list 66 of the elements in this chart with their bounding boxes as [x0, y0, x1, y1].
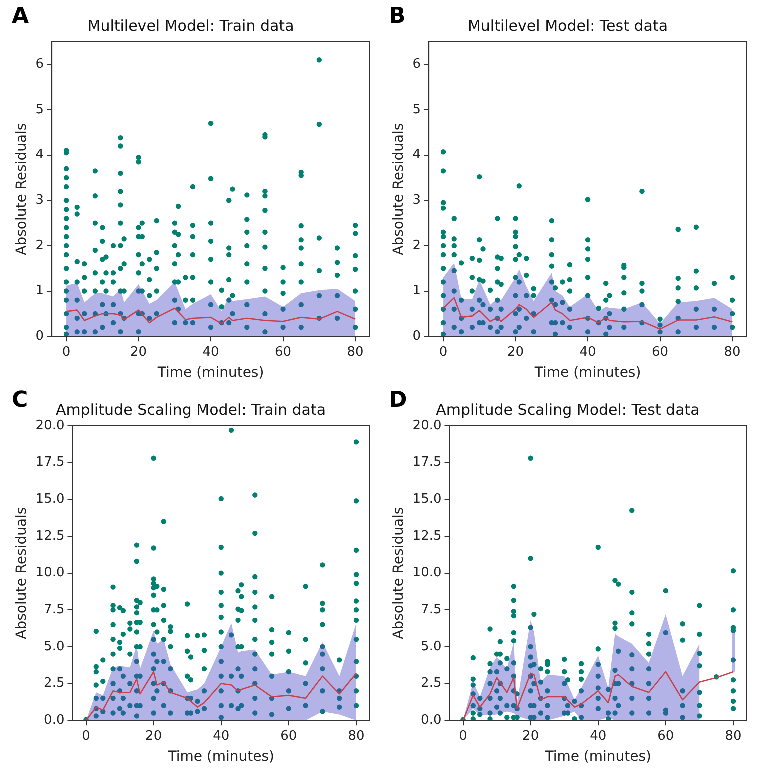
y-tick-label: 6	[36, 57, 44, 72]
chart-title: Amplitude Scaling Model: Train data	[56, 400, 326, 419]
y-tick-label: 5	[412, 102, 422, 118]
y-tick-label: 7.5	[44, 602, 65, 618]
y-tick-label: 0	[36, 328, 44, 344]
y-tick-label: 4	[412, 148, 422, 163]
x-tick-label: 60	[280, 728, 298, 744]
y-tick-label: 2.5	[421, 676, 442, 692]
x-tick-label: 80	[347, 344, 364, 360]
chart-title: Multilevel Model: Test data	[468, 16, 668, 35]
x-axis-title: Time (minutes)	[534, 365, 642, 382]
y-axis-title: Absolute Residuals	[14, 507, 30, 640]
y-axis-title: Absolute Residuals	[14, 123, 30, 256]
text: B	[389, 4, 406, 29]
x-tick-label: 60	[652, 344, 669, 360]
x-tick-label: 40	[202, 344, 220, 360]
y-tick-label: 6	[412, 57, 422, 72]
y-tick-label: 17.5	[36, 455, 65, 470]
x-tick-label: 80	[348, 728, 365, 744]
y-tick-label: 3	[412, 193, 422, 208]
x-axis-title: Time (minutes)	[544, 749, 652, 766]
y-tick-label: 0.0	[44, 712, 65, 728]
y-tick-label: 20.0	[412, 418, 442, 434]
y-tick-label: 15.0	[412, 492, 442, 508]
y-tick-label: 5.0	[44, 639, 65, 654]
x-axis-title: Time (minutes)	[167, 749, 275, 766]
y-tick-label: 2	[412, 238, 422, 254]
y-tick-label: 1	[412, 284, 422, 299]
y-tick-label: 7.5	[421, 602, 442, 618]
x-tick-label: 40	[580, 344, 596, 360]
y-axis-title: Absolute Residuals	[391, 507, 408, 640]
y-tick-label: 0.0	[421, 712, 442, 728]
y-tick-label: 15.0	[36, 492, 65, 508]
y-tick-label: 1	[36, 284, 44, 299]
chart-title: Amplitude Scaling Model: Test data	[436, 400, 700, 419]
x-tick-label: 60	[658, 728, 674, 744]
y-tick-label: 0	[412, 328, 422, 344]
x-tick-label: 20	[522, 728, 540, 744]
y-tick-label: 12.5	[412, 528, 442, 544]
y-tick-label: 10.0	[36, 566, 65, 581]
y-tick-label: 12.5	[36, 528, 65, 544]
x-tick-label: 40	[590, 728, 607, 744]
y-tick-label: 17.5	[412, 455, 442, 470]
chart-title: Multilevel Model: Train data	[88, 16, 294, 35]
y-tick-label: 4	[36, 148, 44, 163]
y-axis-title: Absolute Residuals	[391, 123, 408, 256]
y-tick-label: 5	[36, 102, 44, 118]
text: D	[389, 388, 408, 413]
y-tick-label: 3	[36, 193, 44, 208]
x-tick-label: 20	[508, 344, 524, 360]
x-axis-title: Time (minutes)	[156, 365, 264, 382]
x-tick-label: 0	[82, 728, 90, 744]
x-tick-label: 40	[213, 728, 230, 744]
y-tick-label: 2	[36, 238, 44, 254]
x-tick-label: 80	[724, 344, 741, 360]
x-tick-label: 80	[725, 728, 742, 744]
text: A	[12, 4, 30, 29]
x-tick-label: 20	[130, 344, 148, 360]
x-tick-label: 20	[146, 728, 162, 744]
text: C	[12, 388, 28, 413]
x-tick-label: 60	[275, 344, 292, 360]
y-tick-label: 10.0	[412, 566, 442, 581]
y-tick-label: 5.0	[421, 639, 442, 654]
x-tick-label: 0	[459, 728, 468, 744]
y-tick-label: 20.0	[36, 418, 65, 434]
y-tick-label: 2.5	[44, 676, 65, 692]
